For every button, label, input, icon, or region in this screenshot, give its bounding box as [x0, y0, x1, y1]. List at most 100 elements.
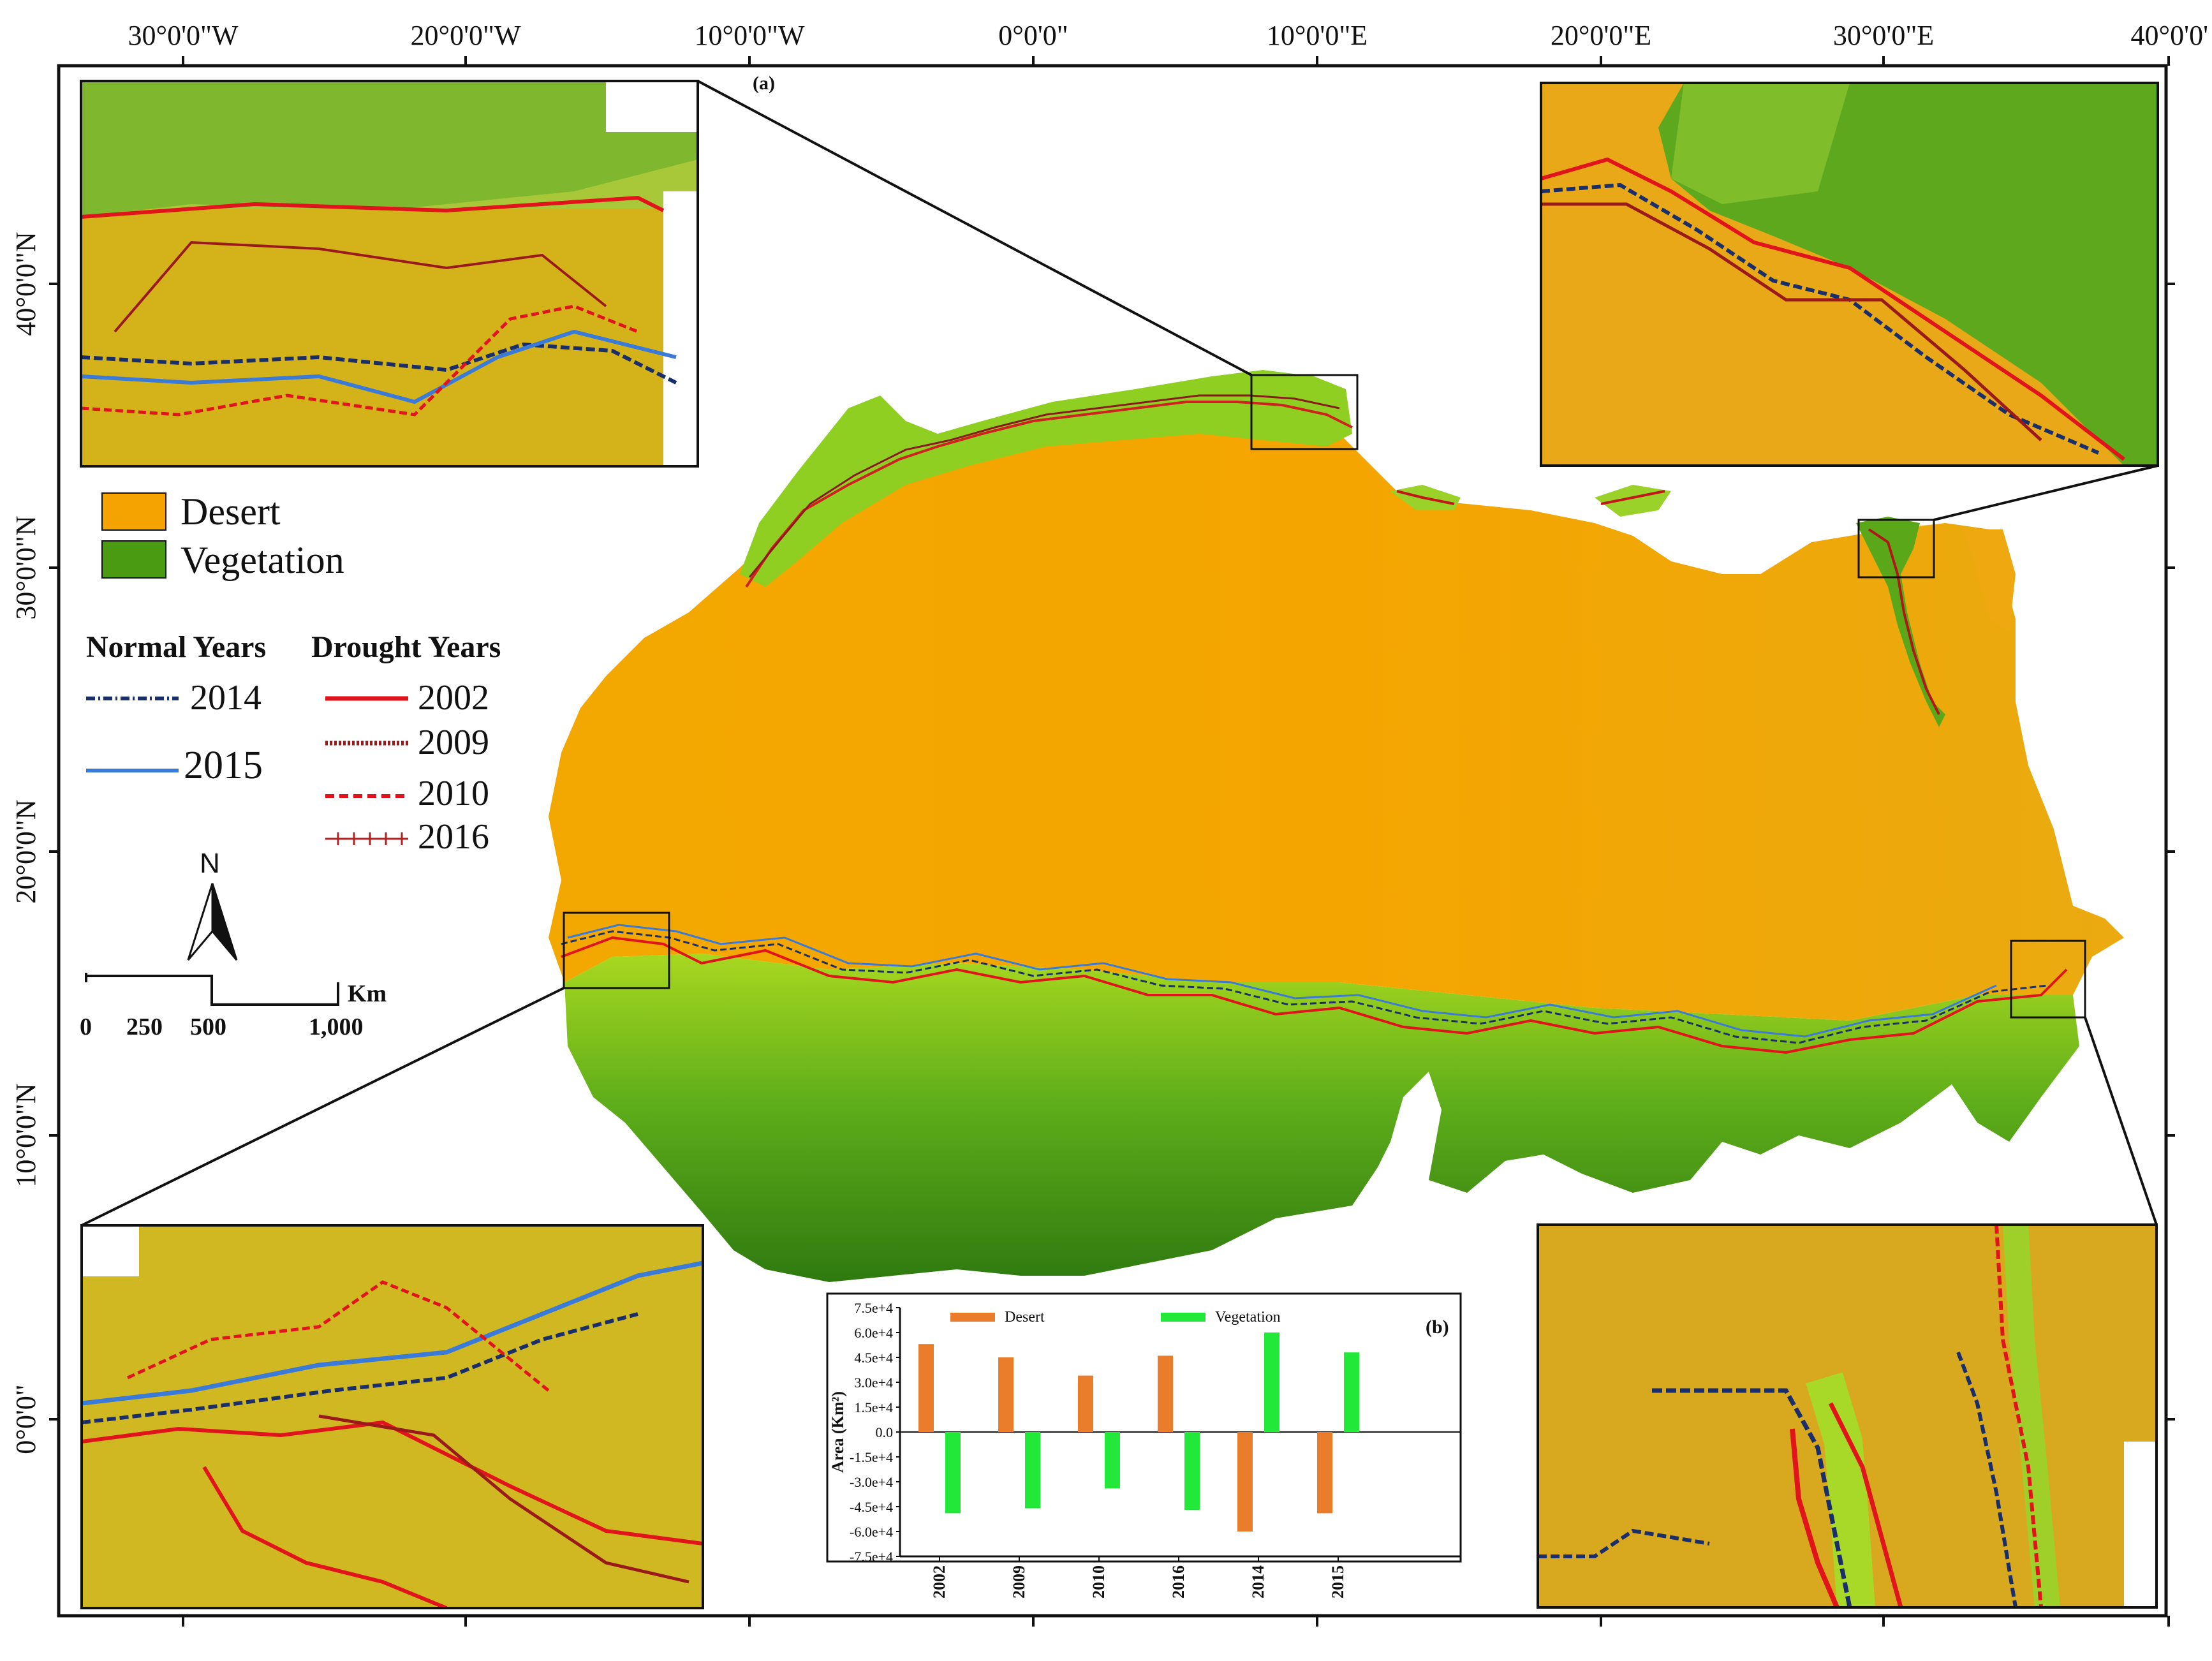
chart-bar-vegetation-2002	[945, 1432, 961, 1514]
legend: Desert Vegetation Normal Years Drought Y…	[86, 491, 501, 857]
inset-top-right	[1540, 82, 2159, 467]
chart-y-axis-label: Area (Km²)	[829, 1391, 847, 1473]
legend-label-2010: 2010	[418, 774, 489, 813]
chart-bar-vegetation-2014	[1264, 1332, 1279, 1432]
coast-boundary-lines	[1396, 490, 1665, 505]
chart-legend: Desert Vegetation	[950, 1309, 1281, 1325]
chart-x-tick-label: 2002	[930, 1565, 948, 1598]
locator-box-north	[1250, 374, 1359, 450]
chart-bar-desert-2016	[1158, 1355, 1173, 1432]
locator-box-west	[563, 912, 670, 989]
chart-legend-swatch-desert	[950, 1313, 995, 1322]
scale-label-250: 250	[126, 1014, 163, 1040]
top-tick-label: 10°0'0"W	[694, 20, 804, 51]
inset-bottom-right	[1537, 1223, 2158, 1609]
south-boundary-lines	[561, 936, 2068, 1054]
vegetation-region-north	[740, 370, 1352, 587]
connector-line-br	[2084, 1017, 2158, 1225]
chart-bar-vegetation-2016	[1184, 1432, 1200, 1510]
chart-y-tick-label: -3.0e+4	[850, 1474, 893, 1490]
top-tick-label: 20°0'0"E	[1551, 20, 1651, 51]
chart-x-ticks: 2002 2009 2010 2016 2014 2015	[930, 1556, 1347, 1598]
chart-legend-swatch-vegetation	[1161, 1313, 1206, 1322]
chart-y-tick-label: 4.5e+4	[854, 1350, 893, 1366]
legend-label-2016: 2016	[418, 817, 489, 857]
top-tick-label: 0°0'0"	[998, 20, 1068, 51]
chart-legend-label-desert: Desert	[1005, 1309, 1045, 1325]
scale-label-500: 500	[190, 1014, 226, 1040]
left-tick-label: 0°0'0"	[10, 1384, 41, 1454]
legend-label-2014: 2014	[190, 678, 262, 718]
chart-y-tick-label: 3.0e+4	[854, 1375, 893, 1391]
left-tick-label: 10°0'0"N	[10, 1083, 41, 1187]
panel-a-label: (a)	[753, 73, 775, 94]
vegetation-region-nile	[1856, 517, 1945, 727]
normal-years-heading: Normal Years	[86, 630, 266, 664]
chart-x-tick-label: 2010	[1089, 1565, 1108, 1598]
bar-chart-panel: (b) Desert Vegetation Area (Km²) 7.5e+4 6…	[826, 1292, 1462, 1598]
top-tick-label: 40°0'0'	[2131, 20, 2208, 51]
legend-label-2002: 2002	[418, 678, 489, 718]
top-longitude-ticks: 30°0'0"W 20°0'0"W 10°0'0"W 0°0'0" 10°0'0"E 20…	[128, 20, 2208, 1627]
chart-bar-desert-2014	[1237, 1432, 1253, 1532]
connector-line-tr	[1933, 464, 2158, 521]
chart-y-tick-label: 6.0e+4	[854, 1325, 893, 1341]
chart-x-tick-label: 2014	[1249, 1565, 1267, 1598]
legend-label-2009: 2009	[418, 723, 489, 762]
inset-bottom-left	[80, 1224, 704, 1609]
panel-b-label: (b)	[1426, 1317, 1449, 1338]
chart-bar-desert-2002	[918, 1344, 934, 1432]
legend-line-2016	[325, 832, 408, 845]
chart-y-tick-label: 0.0	[876, 1424, 894, 1440]
chart-bar-vegetation-2009	[1025, 1432, 1040, 1509]
chart-y-tick-label: 7.5e+4	[854, 1300, 893, 1316]
left-tick-label: 40°0'0"N	[10, 232, 41, 336]
chart-x-tick-label: 2016	[1169, 1565, 1188, 1598]
scale-label-0: 0	[80, 1014, 92, 1040]
north-boundary-lines	[745, 401, 1353, 588]
top-tick-label: 10°0'0"E	[1267, 20, 1368, 51]
north-africa-map	[81, 80, 2158, 1282]
connector-line-bl	[81, 987, 564, 1227]
top-tick-label: 20°0'0"W	[410, 20, 520, 51]
north-boundary-lines-2	[748, 394, 1340, 578]
chart-legend-label-vegetation: Vegetation	[1215, 1309, 1281, 1325]
chart-bar-desert-2009	[998, 1357, 1014, 1432]
left-latitude-ticks: 40°0'0"N 30°0'0"N 20°0'0"N 10°0'0"N 0°0'0"	[10, 232, 2175, 1454]
north-arrow: N	[187, 848, 238, 961]
connector-line-tl	[697, 80, 1252, 376]
scale-bar: Km 0 250 500 1,000	[80, 973, 387, 1040]
chart-bar-vegetation-2010	[1105, 1432, 1120, 1489]
top-tick-label: 30°0'0"W	[128, 20, 238, 51]
locator-box-nile	[1857, 519, 1935, 579]
nile-boundary-lines	[1868, 528, 1940, 715]
left-tick-label: 20°0'0"N	[10, 799, 41, 903]
vegetation-region-south	[564, 954, 2079, 1282]
chart-y-tick-label: -7.5e+4	[850, 1549, 893, 1565]
legend-label-2015: 2015	[184, 744, 263, 787]
chart-y-ticks: 7.5e+4 6.0e+4 4.5e+4 3.0e+4 1.5e+4 0.0 -1.5e+4…	[850, 1300, 900, 1565]
legend-label-desert: Desert	[181, 491, 281, 533]
peninsula-shape	[1965, 529, 2016, 631]
chart-x-tick-label: 2015	[1329, 1565, 1347, 1598]
chart-bar-desert-2015	[1317, 1432, 1332, 1514]
north-arrow-label: N	[200, 848, 220, 879]
desert-region	[549, 376, 2124, 1021]
south-boundary-lines-3	[567, 924, 1997, 1038]
chart-y-tick-label: -6.0e+4	[850, 1524, 893, 1540]
chart-bar-vegetation-2015	[1344, 1352, 1359, 1432]
legend-label-vegetation: Vegetation	[181, 539, 344, 581]
scale-bar-unit: Km	[348, 980, 387, 1007]
top-tick-label: 30°0'0"E	[1833, 20, 1934, 51]
scale-label-1000: 1,000	[309, 1014, 364, 1040]
chart-x-tick-label: 2009	[1010, 1565, 1028, 1598]
legend-swatch-vegetation	[101, 540, 166, 579]
chart-y-tick-label: 1.5e+4	[854, 1399, 893, 1415]
chart-bar-desert-2010	[1078, 1375, 1093, 1432]
left-tick-label: 30°0'0"N	[10, 515, 41, 619]
chart-bars	[918, 1332, 1359, 1532]
south-boundary-lines-2	[561, 930, 2048, 1044]
chart-y-tick-label: -4.5e+4	[850, 1499, 893, 1515]
inset-top-left	[80, 80, 699, 468]
